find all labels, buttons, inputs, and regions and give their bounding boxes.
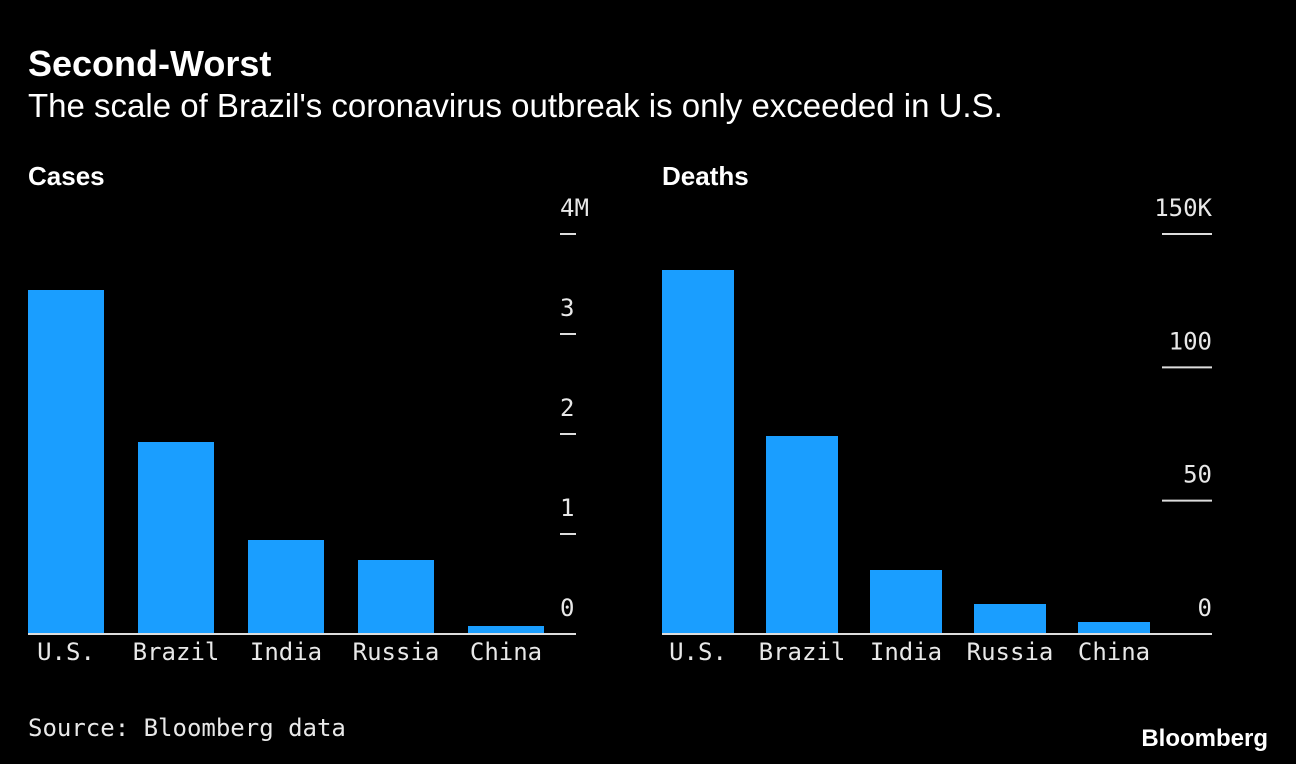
x-tick-label: China bbox=[1078, 638, 1150, 666]
x-tick-label: Russia bbox=[967, 638, 1054, 666]
y-tick-label: 100 bbox=[1169, 327, 1212, 355]
y-tick-label: 50 bbox=[1183, 461, 1212, 489]
x-tick-label: U.S. bbox=[37, 638, 95, 666]
bar bbox=[662, 270, 734, 634]
x-tick-label: India bbox=[250, 638, 322, 666]
y-tick-label: 2 bbox=[560, 394, 574, 422]
bar bbox=[248, 540, 324, 634]
bar bbox=[358, 560, 434, 634]
bar bbox=[468, 626, 544, 634]
bar bbox=[870, 570, 942, 634]
y-tick-label: 4M bbox=[560, 194, 589, 222]
x-tick-label: U.S. bbox=[669, 638, 727, 666]
bar bbox=[138, 442, 214, 634]
bar bbox=[28, 290, 104, 634]
bar bbox=[766, 436, 838, 634]
source: Source: Bloomberg data bbox=[28, 714, 346, 742]
brand: Bloomberg bbox=[1141, 725, 1268, 752]
y-tick-label: 3 bbox=[560, 294, 574, 322]
x-tick-label: China bbox=[470, 638, 542, 666]
x-tick-label: Brazil bbox=[133, 638, 220, 666]
panel-title: Cases bbox=[28, 161, 105, 191]
bar bbox=[974, 604, 1046, 634]
y-tick-label: 0 bbox=[560, 594, 574, 622]
subtitle: The scale of Brazil's coronavirus outbre… bbox=[28, 87, 1003, 124]
x-tick-label: Russia bbox=[353, 638, 440, 666]
x-tick-label: India bbox=[870, 638, 942, 666]
bar bbox=[1078, 622, 1150, 634]
x-tick-label: Brazil bbox=[759, 638, 846, 666]
y-tick-label: 0 bbox=[1198, 594, 1212, 622]
panel-title: Deaths bbox=[662, 161, 749, 191]
title: Second-Worst bbox=[28, 43, 271, 84]
y-tick-label: 1 bbox=[560, 494, 574, 522]
y-tick-label: 150K bbox=[1154, 194, 1212, 222]
